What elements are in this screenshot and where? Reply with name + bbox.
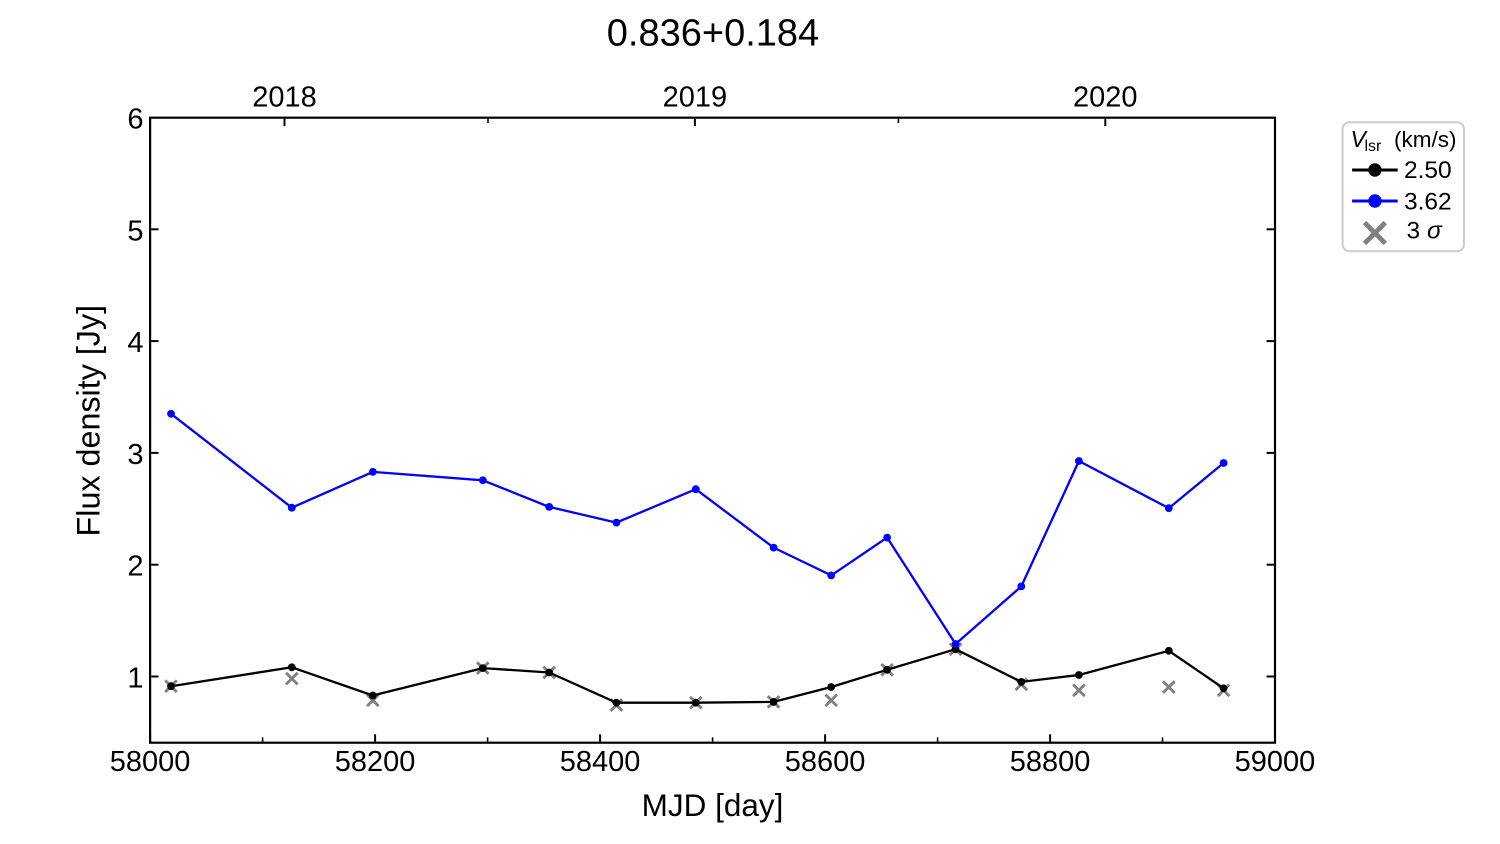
svg-text:2: 2 bbox=[127, 551, 143, 583]
svg-text:1: 1 bbox=[127, 663, 143, 695]
svg-text:Flux density [Jy]: Flux density [Jy] bbox=[71, 305, 107, 537]
svg-text:3: 3 bbox=[127, 439, 143, 471]
svg-text:58000: 58000 bbox=[110, 746, 191, 778]
svg-text:58400: 58400 bbox=[560, 746, 641, 778]
svg-text:V: V bbox=[1351, 126, 1369, 152]
svg-text:0.836+0.184: 0.836+0.184 bbox=[607, 13, 819, 55]
svg-text:lsr: lsr bbox=[1365, 138, 1383, 155]
svg-text:(km/s): (km/s) bbox=[1394, 127, 1456, 152]
svg-text:58600: 58600 bbox=[785, 746, 866, 778]
svg-text:58200: 58200 bbox=[335, 746, 416, 778]
svg-text:σ: σ bbox=[1427, 217, 1443, 244]
svg-text:2020: 2020 bbox=[1073, 82, 1138, 114]
svg-text:5: 5 bbox=[127, 215, 143, 247]
svg-text:4: 4 bbox=[127, 327, 143, 359]
svg-text:MJD [day]: MJD [day] bbox=[642, 787, 784, 823]
svg-text:2018: 2018 bbox=[252, 82, 317, 114]
svg-text:3.62: 3.62 bbox=[1404, 188, 1452, 215]
svg-text:2.50: 2.50 bbox=[1404, 157, 1452, 184]
svg-text:2019: 2019 bbox=[663, 82, 728, 114]
svg-text:6: 6 bbox=[127, 104, 143, 136]
svg-text:59000: 59000 bbox=[1235, 746, 1316, 778]
svg-text:58800: 58800 bbox=[1010, 746, 1091, 778]
svg-text:3: 3 bbox=[1407, 217, 1421, 244]
